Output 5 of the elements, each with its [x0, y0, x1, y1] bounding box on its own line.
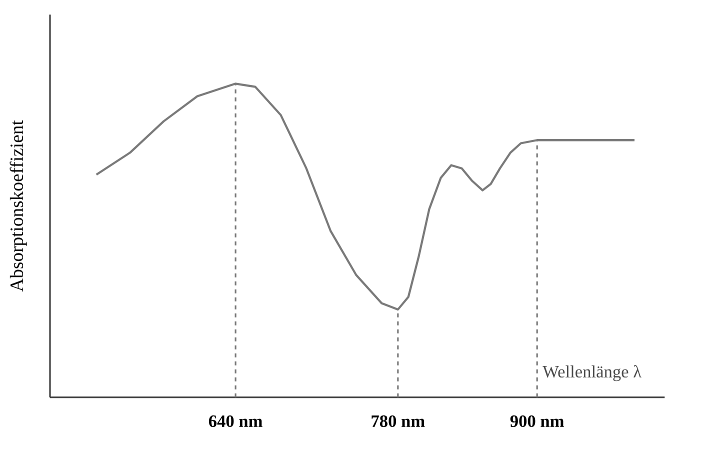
- x-tick-label: 640 nm: [208, 416, 262, 428]
- x-tick-label: 900 nm: [510, 416, 564, 428]
- x-tick-label: 780 nm: [372, 416, 425, 428]
- x-axis-title: Wellenlänge λ: [542, 365, 642, 382]
- y-axis-title: Absorptionskoeffizient: [10, 120, 27, 292]
